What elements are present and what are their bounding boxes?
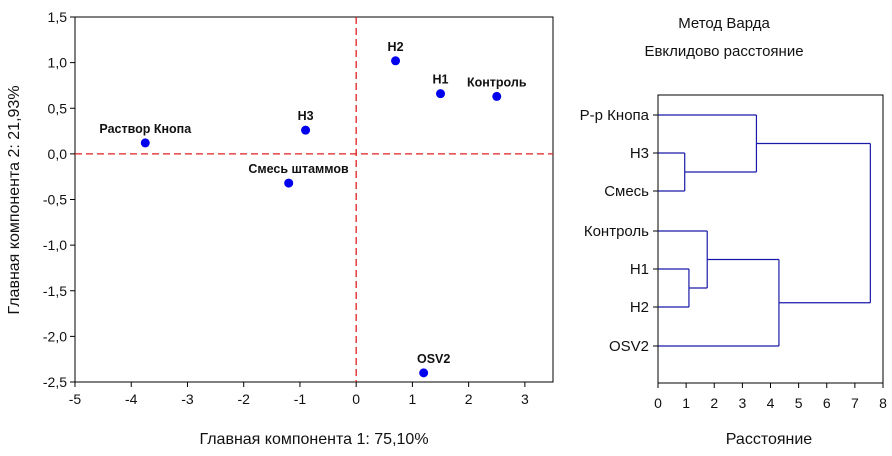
scatter-x-tick-label: 1	[409, 391, 417, 407]
dendrogram-x-tick-label: 7	[851, 395, 859, 411]
dendrogram-links	[658, 114, 871, 347]
scatter-y-tick-label: -2,0	[43, 328, 67, 344]
ward-dendrogram: Метод Варда Евклидово расстояние 0 1 2 3 4 5 6…	[580, 15, 887, 448]
scatter-point-label: Контроль	[467, 75, 527, 89]
pca-scatter-plot: -5 -4 -3 -2 -1 0 1 2 3 1,5 1,0 0,5 0,0 -0,5 -1,0 -1,5 -…	[6, 9, 554, 448]
scatter-y-tick-label: 0,0	[48, 146, 68, 162]
dendrogram-x-tick-label: 0	[654, 395, 662, 411]
scatter-point	[301, 125, 311, 135]
scatter-reference-lines	[75, 17, 553, 382]
scatter-x-tick-label: 3	[521, 391, 529, 407]
dendrogram-x-tick-label: 8	[879, 395, 887, 411]
scatter-y-tick-label: -0,5	[43, 192, 67, 208]
dendrogram-x-tick-label: 4	[767, 395, 775, 411]
dendrogram-title-line-1: Метод Варда	[678, 15, 770, 32]
scatter-point-label: OSV2	[417, 352, 450, 366]
scatter-point	[391, 56, 401, 66]
scatter-y-tick-label: -1,5	[43, 283, 67, 299]
scatter-y-axis-title: Главная компонента 2: 21,93%	[6, 85, 23, 314]
dendrogram-leaf-label: Р-р Кнопа	[580, 107, 650, 124]
scatter-point	[284, 178, 294, 188]
dendrogram-leaf-label: Смесь	[604, 183, 649, 200]
scatter-x-ticks: -5 -4 -3 -2 -1 0 1 2 3	[69, 382, 529, 407]
scatter-point	[419, 368, 429, 378]
dendrogram-x-ticks: 0 1 2 3 4 5 6 7 8	[654, 383, 887, 411]
scatter-point-label: Н1	[433, 73, 449, 87]
dendrogram-x-tick-label: 6	[823, 395, 831, 411]
scatter-x-tick-label: -3	[181, 391, 194, 407]
scatter-x-axis-title: Главная компонента 1: 75,10%	[199, 431, 428, 448]
scatter-x-tick-label: -5	[69, 391, 82, 407]
scatter-x-tick-label: -2	[237, 391, 250, 407]
scatter-x-tick-label: 2	[465, 391, 473, 407]
scatter-point	[492, 91, 502, 101]
scatter-x-tick-label: -1	[294, 391, 307, 407]
scatter-y-tick-label: 1,0	[48, 55, 68, 71]
dendrogram-leaf-label: Контроль	[584, 223, 649, 240]
scatter-point	[436, 89, 446, 99]
dendrogram-leaf-label: Н3	[630, 145, 649, 162]
scatter-y-tick-label: 1,5	[48, 9, 68, 25]
dendrogram-frame	[657, 94, 884, 384]
dendrogram-title-line-2: Евклидово расстояние	[644, 43, 803, 60]
scatter-y-tick-label: -2,5	[43, 374, 67, 390]
dendrogram-leaf-label: OSV2	[609, 338, 649, 355]
dendrogram-x-axis-title: Расстояние	[726, 431, 813, 448]
scatter-point-label: Смесь штаммов	[248, 162, 349, 176]
dendrogram-x-tick-label: 3	[738, 395, 746, 411]
dendrogram-leaf-label: Н2	[630, 299, 649, 316]
scatter-x-tick-label: -4	[125, 391, 138, 407]
scatter-plot-frame	[74, 16, 554, 383]
scatter-point-label: Н2	[388, 40, 404, 54]
scatter-y-tick-label: -1,0	[43, 237, 67, 253]
scatter-y-ticks: 1,5 1,0 0,5 0,0 -0,5 -1,0 -1,5 -2,0 -2,5	[43, 9, 75, 390]
scatter-point-label: Н3	[298, 109, 314, 123]
scatter-y-tick-label: 0,5	[48, 100, 68, 116]
scatter-point-label: Раствор Кнопа	[99, 122, 192, 136]
dendrogram-x-tick-label: 1	[682, 395, 690, 411]
scatter-point	[140, 138, 150, 148]
dendrogram-leaf-labels: Р-р Кнопа Н3 Смесь Контроль Н1 Н2 OSV2	[580, 107, 658, 355]
dendrogram-leaf-label: Н1	[630, 261, 649, 278]
dendrogram-x-tick-label: 2	[710, 395, 718, 411]
scatter-points: Раствор Кнопа Н3 Смесь штаммов Н2 Н1 Контроль…	[99, 40, 527, 378]
dendrogram-x-tick-label: 5	[795, 395, 803, 411]
scatter-x-tick-label: 0	[352, 391, 360, 407]
